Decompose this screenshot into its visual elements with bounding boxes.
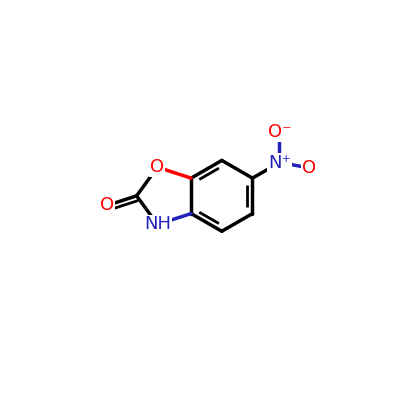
Text: O: O [150,158,164,176]
Text: NH: NH [144,216,171,234]
Text: N⁺: N⁺ [268,154,291,172]
Text: O: O [302,159,316,177]
Text: O: O [100,196,114,214]
Text: O⁻: O⁻ [268,124,291,142]
